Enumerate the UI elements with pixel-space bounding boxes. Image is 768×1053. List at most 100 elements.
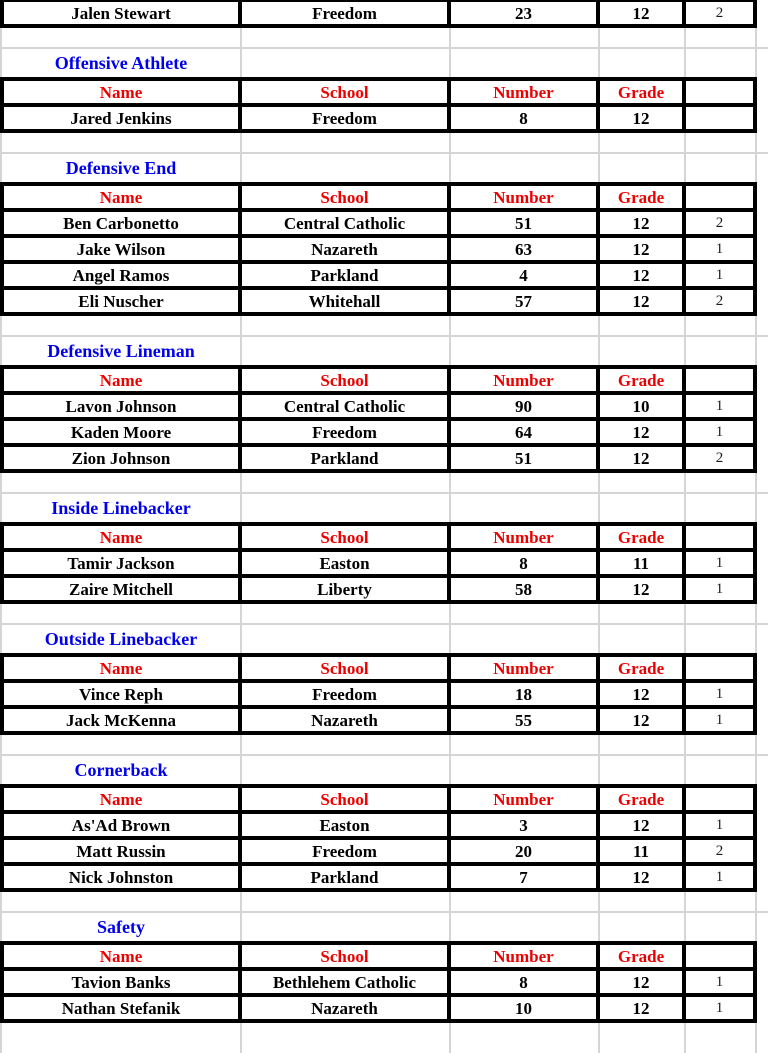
cell-extra: 1 — [686, 814, 757, 840]
gridline-filler — [757, 337, 768, 365]
header-cell-grade: Grade — [600, 945, 686, 971]
gridline-cell — [0, 28, 242, 47]
header-cell-number: Number — [451, 186, 600, 212]
gridline-cell — [451, 473, 600, 492]
cell-extra: 2 — [686, 290, 757, 316]
cell-grade: 12 — [600, 578, 686, 604]
header-cell-extra — [686, 81, 757, 107]
header-cell-name: Name — [0, 788, 242, 814]
player-row: Jake Wilson Nazareth 63 12 1 — [0, 238, 757, 264]
cell-school: Nazareth — [242, 709, 451, 735]
gridline-filler — [757, 316, 768, 335]
cell-number: 51 — [451, 212, 600, 238]
gridline-cell — [600, 473, 686, 492]
gridline-cell — [686, 316, 757, 335]
cell-number: 10 — [451, 997, 600, 1023]
gridline-cell — [451, 133, 600, 152]
cell-name: Zaire Mitchell — [0, 578, 242, 604]
cell-school: Freedom — [242, 421, 451, 447]
player-row: Nick Johnston Parkland 7 12 1 — [0, 866, 757, 892]
gridline-cell — [600, 133, 686, 152]
gridline-cell — [600, 913, 686, 941]
cell-extra: 1 — [686, 709, 757, 735]
gridline-cell — [600, 337, 686, 365]
gridline-cell — [686, 28, 757, 47]
gridline-filler — [757, 735, 768, 754]
gridline-cell — [600, 1023, 686, 1053]
section-title-row: Outside Linebacker — [0, 625, 768, 653]
player-row: As'Ad Brown Easton 3 12 1 — [0, 814, 757, 840]
header-cell-number: Number — [451, 81, 600, 107]
cell-name: Angel Ramos — [0, 264, 242, 290]
section-title: Safety — [0, 913, 242, 941]
cell-grade: 11 — [600, 840, 686, 866]
cell-number: 8 — [451, 552, 600, 578]
spacer-row — [0, 604, 768, 625]
gridline-filler — [757, 756, 768, 784]
spacer-row — [0, 133, 768, 154]
header-cell-extra — [686, 945, 757, 971]
cell-name: Ben Carbonetto — [0, 212, 242, 238]
cell-extra: 2 — [686, 2, 757, 28]
header-row: Name School Number Grade — [0, 526, 757, 552]
gridline-cell — [242, 892, 451, 911]
gridline-filler — [757, 49, 768, 77]
header-cell-grade: Grade — [600, 186, 686, 212]
cell-name: Zion Johnson — [0, 447, 242, 473]
gridline-filler — [757, 494, 768, 522]
gridline-cell — [242, 625, 451, 653]
cell-school: Freedom — [242, 107, 451, 133]
header-cell-number: Number — [451, 369, 600, 395]
gridline-cell — [242, 28, 451, 47]
cell-name: Lavon Johnson — [0, 395, 242, 421]
player-row: Angel Ramos Parkland 4 12 1 — [0, 264, 757, 290]
gridline-cell — [242, 473, 451, 492]
cell-extra: 1 — [686, 552, 757, 578]
cell-school: Central Catholic — [242, 395, 451, 421]
player-row: Ben Carbonetto Central Catholic 51 12 2 — [0, 212, 757, 238]
cell-extra: 1 — [686, 264, 757, 290]
cell-number: 18 — [451, 683, 600, 709]
gridline-cell — [242, 133, 451, 152]
cell-school: Easton — [242, 552, 451, 578]
gridline-cell — [0, 604, 242, 623]
header-cell-school: School — [242, 369, 451, 395]
bottom-spacer-row — [0, 1023, 768, 1053]
gridline-cell — [600, 892, 686, 911]
gridline-cell — [686, 494, 757, 522]
gridline-cell — [242, 913, 451, 941]
cell-grade: 12 — [600, 814, 686, 840]
gridline-cell — [242, 735, 451, 754]
gridline-cell — [686, 625, 757, 653]
cell-number: 58 — [451, 578, 600, 604]
header-row: Name School Number Grade — [0, 81, 757, 107]
cell-number: 57 — [451, 290, 600, 316]
gridline-cell — [686, 1023, 757, 1053]
cell-name: Matt Russin — [0, 840, 242, 866]
section-title-row: Defensive Lineman — [0, 337, 768, 365]
gridline-filler — [757, 133, 768, 152]
section-title: Offensive Athlete — [0, 49, 242, 77]
gridline-cell — [600, 604, 686, 623]
gridline-cell — [686, 473, 757, 492]
player-row: Jalen Stewart Freedom 23 12 2 — [0, 2, 757, 28]
spacer-row — [0, 473, 768, 494]
section-title-row: Offensive Athlete — [0, 49, 768, 77]
gridline-cell — [451, 604, 600, 623]
cell-grade: 12 — [600, 709, 686, 735]
player-row: Nathan Stefanik Nazareth 10 12 1 — [0, 997, 757, 1023]
cell-extra: 1 — [686, 421, 757, 447]
cell-school: Easton — [242, 814, 451, 840]
cell-name: Kaden Moore — [0, 421, 242, 447]
player-row: Jack McKenna Nazareth 55 12 1 — [0, 709, 757, 735]
header-cell-school: School — [242, 526, 451, 552]
cell-number: 8 — [451, 107, 600, 133]
header-cell-extra — [686, 657, 757, 683]
gridline-cell — [0, 892, 242, 911]
roster-table: Name School Number Grade Ben Carbonetto Centr… — [0, 182, 757, 316]
roster-table: Name School Number Grade As'Ad Brown Easton 3 1… — [0, 784, 757, 892]
cell-extra: 1 — [686, 683, 757, 709]
player-row: Zaire Mitchell Liberty 58 12 1 — [0, 578, 757, 604]
roster-table: Name School Number Grade Jared Jenkins Freedo… — [0, 77, 757, 133]
